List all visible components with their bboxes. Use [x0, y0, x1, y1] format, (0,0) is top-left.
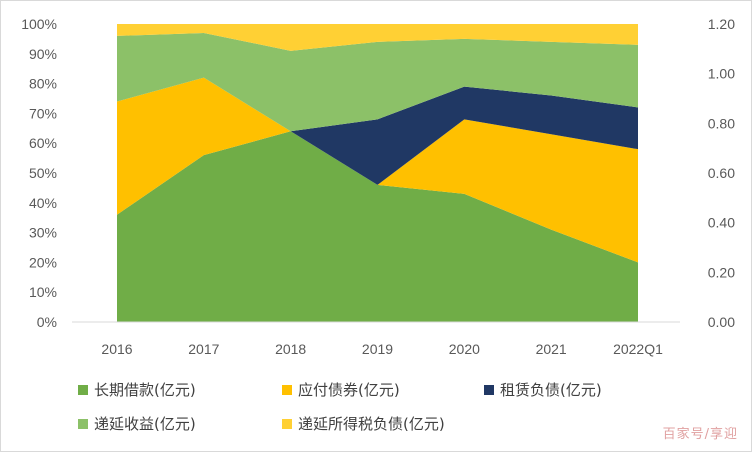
area-series-0: [117, 131, 638, 322]
left-axis-tick-label: 90%: [29, 46, 57, 62]
watermark: 百家号/享迎: [662, 427, 738, 442]
left-axis-tick-label: 20%: [29, 254, 57, 270]
right-axis-tick-label: 0.20: [708, 264, 735, 280]
right-axis-tick-label: 0.40: [708, 215, 735, 231]
right-axis-tick-label: 0.00: [708, 314, 735, 330]
right-axis-tick-label: 0.80: [708, 115, 735, 131]
left-axis-tick-label: 40%: [29, 195, 57, 211]
x-axis-tick-label: 2021: [536, 341, 567, 357]
left-axis-tick-label: 80%: [29, 76, 57, 92]
right-axis-tick-label: 0.60: [708, 165, 735, 181]
x-axis-tick-label: 2018: [275, 341, 306, 357]
left-axis-tick-label: 100%: [21, 16, 57, 32]
left-axis-tick-label: 10%: [29, 284, 57, 300]
left-axis-tick-label: 30%: [29, 225, 57, 241]
area-series-4: [117, 24, 638, 51]
left-axis-tick-label: 70%: [29, 105, 57, 121]
x-axis-tick-label: 2020: [449, 341, 480, 357]
left-axis-tick-label: 0%: [37, 314, 57, 330]
right-axis-tick-label: 1.20: [708, 16, 735, 32]
x-axis-tick-label: 2017: [188, 341, 219, 357]
x-axis-tick-label: 2016: [101, 341, 132, 357]
x-axis-tick-label: 2019: [362, 341, 393, 357]
left-axis-tick-label: 50%: [29, 165, 57, 181]
area-series-2: [117, 77, 638, 185]
right-axis-tick-label: 1.00: [708, 66, 735, 82]
area-series-3: [117, 32, 638, 132]
area-series-1: [117, 77, 638, 263]
left-axis-tick-label: 60%: [29, 135, 57, 151]
x-axis-tick-label: 2022Q1: [613, 341, 663, 357]
